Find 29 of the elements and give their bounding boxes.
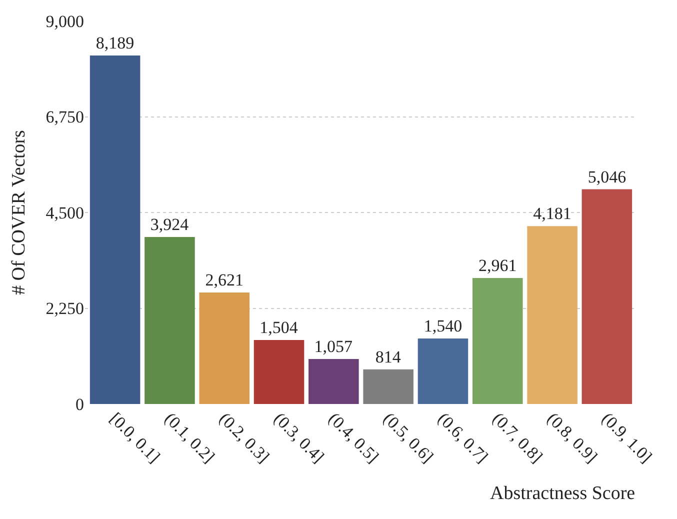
data-label: 3,924 [150,215,190,234]
y-tick-label: 4,500 [46,203,84,222]
x-axis-title: Abstractness Score [490,483,636,504]
bar [582,189,632,404]
bar [199,292,250,404]
y-axis-title: # Of COVER Vectors [8,130,30,295]
bar [363,369,414,404]
x-tick-label: (0.9, 1.0] [598,408,656,466]
bar [144,237,195,404]
y-tick-label: 6,750 [46,108,84,127]
bar [90,56,140,404]
bar [472,278,523,404]
data-label: 1,540 [424,316,462,336]
y-tick-label: 9,000 [46,12,84,31]
bar [308,359,359,404]
data-label: 8,189 [96,34,134,53]
bar [254,340,304,404]
data-label: 5,046 [588,167,626,186]
data-label: 1,504 [260,318,298,337]
x-tick-label: (0.1, 0.2] [160,408,218,466]
data-label: 814 [375,347,402,366]
y-tick-label: 2,250 [46,299,84,318]
data-label: 1,057 [314,337,354,356]
y-tick-label: 0 [76,394,84,414]
data-label: 2,621 [205,270,244,290]
bar [527,226,578,404]
data-label: 2,961 [478,256,517,275]
data-label: 4,181 [533,204,572,224]
bar [418,338,468,404]
